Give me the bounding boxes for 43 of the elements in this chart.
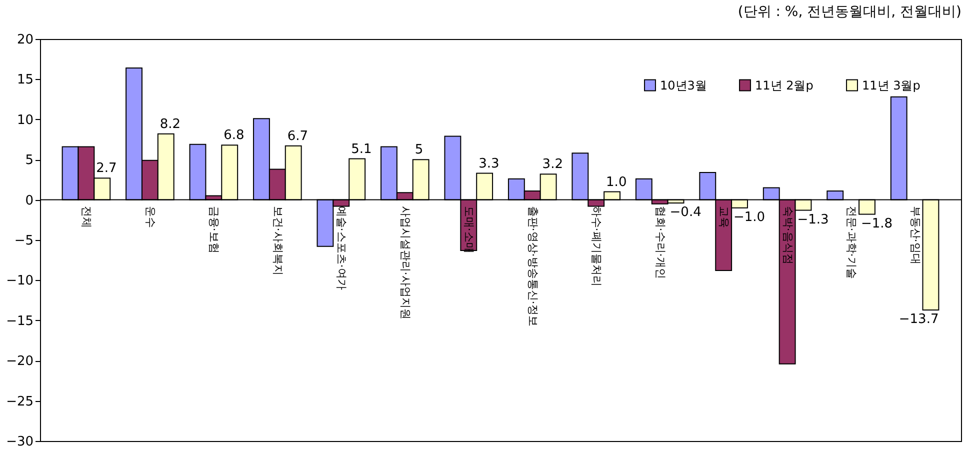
x-tick-label: 예술·스포츠·여가: [335, 206, 348, 290]
x-tick-label: 보건·사회복지: [271, 206, 284, 276]
data-label: −13.7: [898, 312, 939, 327]
y-tick-label: −30: [6, 434, 34, 450]
data-label: 2.7: [96, 161, 117, 176]
x-tick-label: 협회·수리·개인: [654, 206, 667, 279]
data-label: 5: [414, 142, 424, 158]
data-label: 8.2: [160, 116, 181, 132]
y-tick-label: −15: [6, 314, 34, 329]
x-tick-label: 운수: [144, 206, 157, 228]
x-tick-label: 출판·영상·방송통신·정보: [526, 206, 540, 326]
data-label: −1.8: [860, 216, 893, 232]
y-tick-label: 15: [16, 72, 34, 88]
x-tick-label: 전문·과학·기술: [845, 206, 858, 279]
data-label: 5.1: [351, 142, 372, 157]
y-tick-label: −10: [6, 274, 34, 289]
y-tick-label: 5: [25, 153, 34, 168]
data-label: 1.0: [606, 174, 627, 190]
data-label: 6.7: [287, 128, 308, 144]
y-tick-label: −20: [6, 354, 34, 370]
legend-label: 11년 3월p: [862, 78, 920, 92]
x-tick-label: 금융·보험: [208, 206, 221, 254]
x-tick-label: 사업시설관리·사업지원: [398, 206, 412, 320]
data-label: 6.8: [224, 128, 244, 144]
x-tick-label: 교육: [718, 206, 731, 228]
data-label: −1.3: [797, 212, 829, 228]
data-label: 3.2: [542, 157, 563, 172]
x-tick-label: 숙박·음식점: [781, 206, 794, 264]
data-label: −0.4: [670, 205, 702, 220]
text: (단위 : %, 전년동월대비, 전월대비): [738, 4, 962, 20]
legend-label: 11년 2월p: [755, 78, 814, 92]
y-tick-label: 20: [16, 32, 34, 48]
y-tick-label: 0: [25, 193, 34, 208]
x-tick-label: 도매·소매: [462, 206, 476, 254]
x-tick-label: 하수·폐기물처리: [590, 206, 604, 286]
y-tick-label: −5: [14, 234, 34, 248]
y-tick-label: −25: [6, 394, 34, 410]
y-tick-label: 10: [16, 112, 34, 128]
data-label: −1.0: [734, 210, 766, 225]
x-tick-label: 부동산·임대: [908, 206, 922, 264]
legend-label: 10년3월: [660, 78, 707, 92]
data-label: 3.3: [478, 156, 500, 172]
x-tick-label: 전체: [80, 206, 94, 228]
